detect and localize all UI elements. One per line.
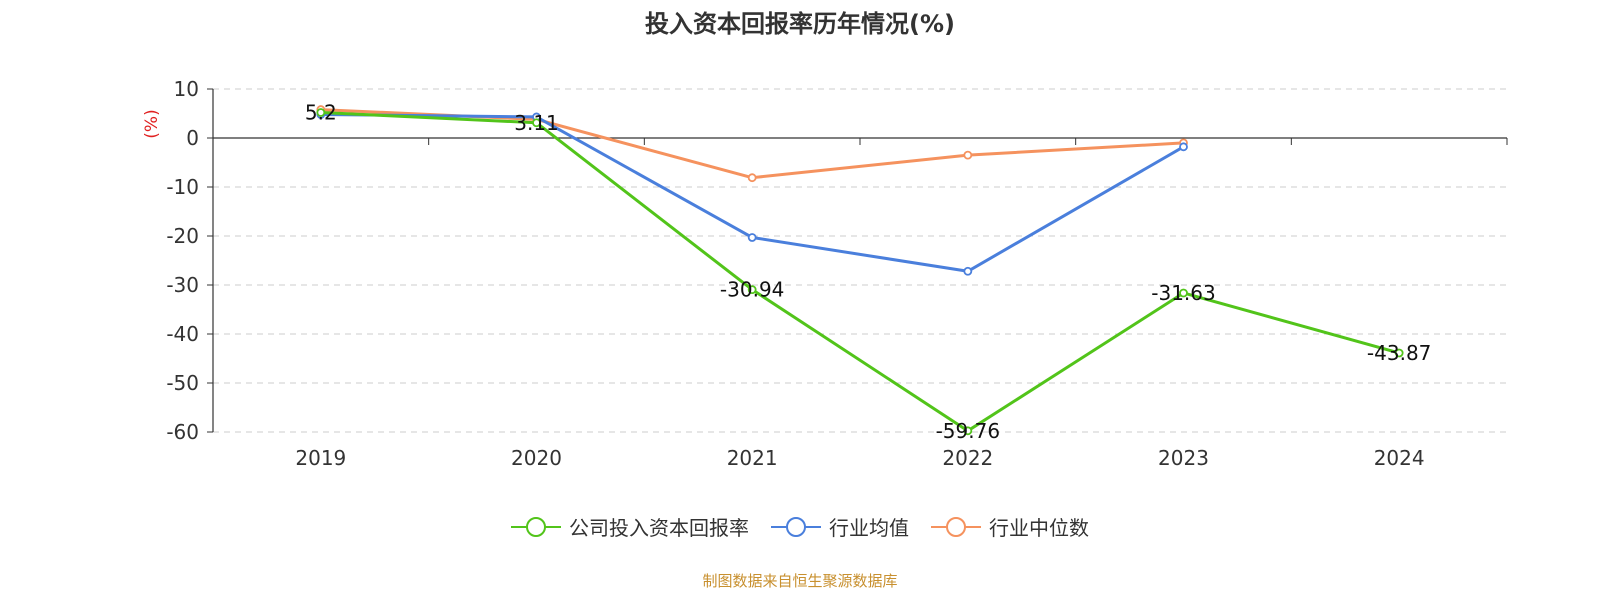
- x-tick-label: 2019: [295, 446, 346, 470]
- y-tick-label: -40: [166, 322, 199, 346]
- data-point: [532, 118, 541, 128]
- legend-marker-icon: [771, 516, 821, 537]
- legend-item[interactable]: 行业均值: [771, 512, 909, 541]
- y-tick-label: -50: [166, 371, 199, 395]
- legend-marker-icon: [511, 516, 561, 537]
- y-tick-label: -60: [166, 420, 199, 444]
- data-point: [1179, 142, 1188, 152]
- data-point: [747, 233, 757, 242]
- x-tick-label: 2021: [727, 446, 778, 470]
- y-tick-label: -10: [166, 175, 199, 199]
- data-point: [963, 150, 973, 160]
- data-label: -31.63: [1151, 281, 1215, 305]
- legend-label: 行业中位数: [989, 516, 1089, 540]
- grid-lines: [213, 88, 1507, 433]
- y-tick-label: 10: [174, 77, 199, 101]
- legend-label: 行业均值: [829, 516, 909, 540]
- x-tick-label: 2020: [511, 446, 562, 470]
- data-point: [747, 173, 757, 183]
- data-label: 5.2: [305, 101, 337, 125]
- data-labels: 5.2 3.11 -30.94 -59.76 -31.63 -43.87: [305, 101, 1431, 443]
- x-tick-label: 2022: [942, 446, 993, 470]
- y-axis-label: (%): [142, 109, 162, 138]
- source-note: 制图数据来自恒生聚源数据库: [702, 572, 898, 590]
- x-tick-label: 2024: [1374, 446, 1425, 470]
- data-point: [1394, 348, 1404, 358]
- legend-item[interactable]: 公司投入资本回报率: [511, 512, 749, 541]
- legend-item[interactable]: 行业中位数: [931, 512, 1089, 541]
- y-tick-label: -20: [166, 224, 199, 248]
- data-label: -59.76: [936, 419, 1000, 443]
- data-label: -30.94: [720, 278, 784, 302]
- x-tick-label: 2023: [1158, 446, 1209, 470]
- data-label: -43.87: [1367, 341, 1431, 365]
- data-point: [963, 266, 973, 276]
- legend-marker-icon: [931, 516, 981, 537]
- legend-label: 公司投入资本回报率: [569, 516, 749, 540]
- data-point: [963, 426, 973, 436]
- data-point: [1179, 288, 1188, 298]
- axes: 10 0 -10 -20 -30 -40 -50 -60 2019 2020 2021 2022 202…: [166, 77, 1508, 470]
- chart-title: 投入资本回报率历年情况(%): [645, 10, 955, 38]
- series-lines: [316, 105, 1404, 436]
- series-line: [320, 111, 1400, 433]
- data-point: [747, 285, 757, 295]
- y-tick-label: -30: [166, 273, 199, 297]
- data-label: 3.11: [514, 111, 559, 135]
- data-point: [316, 108, 326, 117]
- y-tick-label: 0: [186, 126, 199, 150]
- legend: 公司投入资本回报率 行业均值 行业中位数: [0, 512, 1600, 541]
